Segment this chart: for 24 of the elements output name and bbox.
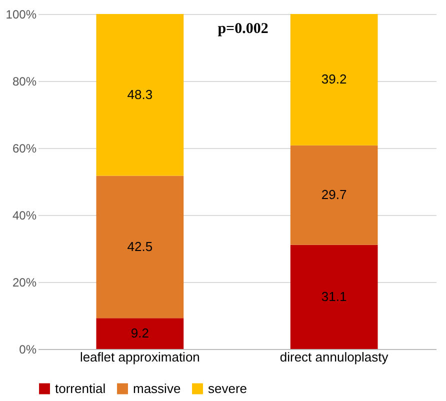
bar <box>96 176 184 318</box>
legend-label: torrential <box>55 380 106 396</box>
x-tick-label: direct annuloplasty <box>280 350 389 364</box>
x-tick-label: leaflet approximation <box>80 350 200 364</box>
data-label: 39.2 <box>321 72 347 87</box>
y-tick-label: 20% <box>12 276 37 290</box>
data-label: 31.1 <box>321 288 347 304</box>
bar <box>290 244 378 349</box>
bar <box>96 318 184 349</box>
bar <box>290 14 378 146</box>
data-label: 29.7 <box>321 187 347 202</box>
y-tick-label: 60% <box>12 142 37 156</box>
legend-label: massive <box>133 380 181 396</box>
data-label: 42.5 <box>127 238 153 254</box>
bar <box>96 14 184 176</box>
annotation: p=0.002 <box>218 21 268 37</box>
y-tick-label: 0% <box>19 342 37 356</box>
bar <box>290 145 378 245</box>
y-tick-label: 100% <box>6 8 37 22</box>
data-label: 48.3 <box>127 86 153 102</box>
y-tick-label: 80% <box>12 74 37 88</box>
y-tick-label: 40% <box>12 208 37 222</box>
data-label: 9.2 <box>130 326 149 341</box>
legend-label: severe <box>208 380 248 396</box>
